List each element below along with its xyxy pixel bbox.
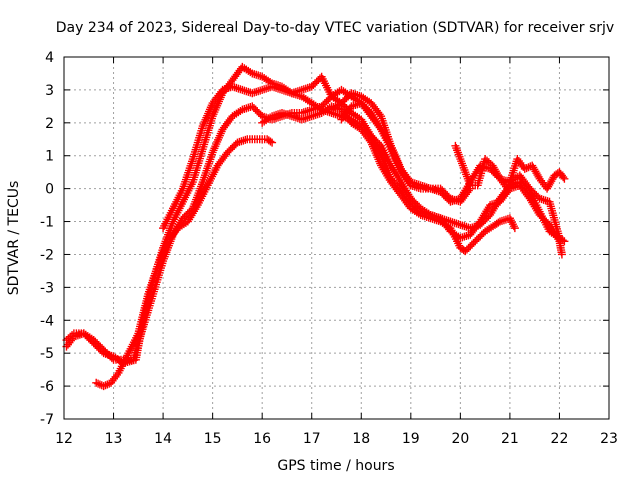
x-tick-label: 17 (303, 431, 321, 447)
grid (64, 57, 609, 419)
x-tick-label: 21 (501, 431, 519, 447)
y-tick-label: 2 (45, 116, 54, 132)
y-tick-label: -6 (40, 379, 54, 395)
x-tick-label: 23 (600, 431, 618, 447)
chart-title: Day 234 of 2023, Sidereal Day-to-day VTE… (56, 20, 614, 36)
x-tick-label: 22 (551, 431, 569, 447)
series-track-g (327, 89, 415, 190)
series-track-d (159, 72, 566, 259)
y-tick-label: -4 (40, 313, 54, 329)
y-tick-label: -5 (40, 346, 54, 362)
data-point (555, 234, 564, 242)
series-track-c (92, 135, 277, 391)
y-tick-label: -7 (40, 412, 54, 428)
data-point (94, 379, 103, 388)
data-point (559, 173, 568, 182)
plot-area (62, 62, 569, 391)
y-tick-label: 0 (45, 182, 54, 198)
x-tick-label: 15 (204, 431, 222, 447)
x-tick-label: 14 (154, 431, 172, 447)
data-point (406, 181, 415, 190)
ticks: 12 13 14 15 16 17 18 19 20 21 22 23-7-6-5-4-3-2-101… (40, 50, 618, 447)
data-point (95, 380, 104, 389)
y-tick-label: -1 (40, 215, 54, 231)
y-tick-label: -2 (40, 247, 54, 263)
x-tick-label: 12 (55, 431, 73, 447)
y-axis-label: SDTVAR / TECUs (6, 181, 22, 296)
plot-frame (63, 56, 610, 420)
series-track-h (451, 141, 569, 193)
data-point (101, 381, 110, 390)
x-tick-label: 19 (402, 431, 420, 447)
data-point (560, 174, 569, 183)
series-track-e (258, 102, 519, 256)
data-point (557, 250, 566, 259)
data-point (375, 110, 384, 119)
x-tick-label: 18 (352, 431, 370, 447)
data-point (510, 224, 519, 233)
x-tick-label: 16 (253, 431, 271, 447)
x-axis-label: GPS time / hours (277, 458, 394, 474)
data-point (68, 331, 77, 340)
series-track-a (62, 85, 475, 364)
data-point (92, 378, 101, 387)
data-point (520, 164, 529, 173)
y-tick-label: 1 (45, 149, 54, 165)
y-tick-label: 3 (45, 83, 54, 99)
data-point (99, 382, 108, 391)
x-tick-label: 13 (105, 431, 123, 447)
data-point (103, 380, 112, 389)
x-tick-label: 20 (451, 431, 469, 447)
y-tick-label: 4 (45, 50, 54, 66)
data-point (268, 138, 277, 147)
data-point (266, 137, 275, 146)
data-point (494, 218, 503, 227)
y-tick-label: -3 (40, 280, 54, 296)
